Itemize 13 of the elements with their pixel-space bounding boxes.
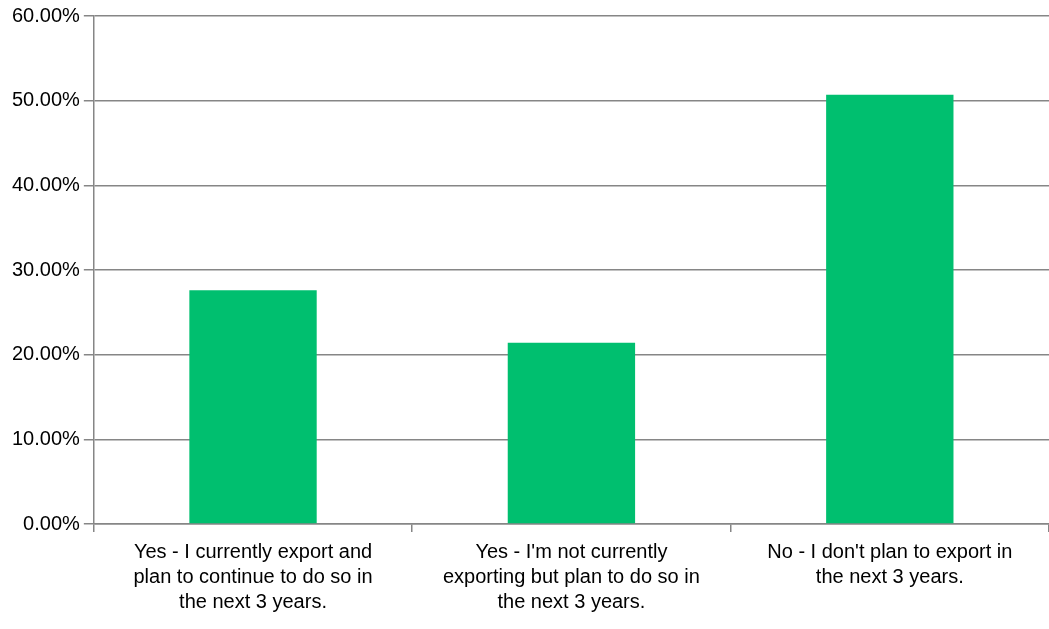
y-tick-label: 30.00% — [11, 257, 81, 280]
y-tick-label: 10.00% — [11, 426, 81, 449]
bar — [826, 94, 954, 524]
x-tick-label: No - I don't plan to export in the next 3 years. — [767, 540, 1013, 588]
x-tick-label: Yes - I currently export and plan to continue to do so in the next 3 years. — [133, 540, 373, 613]
y-tick-label: 20.00% — [11, 342, 81, 365]
x-tick-label: Yes - I'm not currently exporting but plan to do so in the next 3 years. — [442, 540, 700, 613]
y-tick-label: 60.00% — [11, 3, 81, 26]
y-tick-label: 40.00% — [11, 172, 81, 195]
y-tick-label: 50.00% — [11, 88, 81, 111]
bar — [189, 290, 317, 524]
bar — [507, 342, 636, 524]
y-tick-label: 0.00% — [23, 511, 81, 534]
